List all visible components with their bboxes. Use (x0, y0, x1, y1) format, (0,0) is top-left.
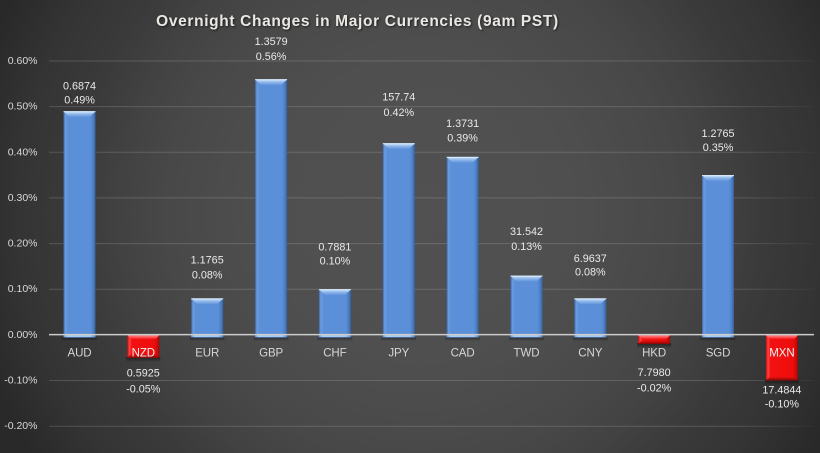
svg-text:EUR: EUR (195, 347, 219, 359)
svg-text:0.6874: 0.6874 (63, 81, 96, 93)
svg-text:0.42%: 0.42% (383, 107, 414, 119)
svg-text:0.00%: 0.00% (8, 329, 38, 341)
svg-text:0.13%: 0.13% (511, 241, 542, 253)
svg-text:157.74: 157.74 (382, 92, 415, 104)
svg-text:1.3731: 1.3731 (446, 118, 479, 130)
svg-text:6.9637: 6.9637 (574, 253, 607, 265)
svg-text:0.60%: 0.60% (8, 55, 38, 67)
svg-text:1.3579: 1.3579 (255, 36, 288, 48)
svg-text:Overnight Changes in Major Cur: Overnight Changes in Major Currencies (9… (156, 13, 559, 30)
svg-text:0.40%: 0.40% (8, 146, 38, 158)
svg-text:1.1765: 1.1765 (191, 255, 224, 267)
svg-text:AUD: AUD (68, 347, 92, 359)
svg-text:-0.20%: -0.20% (4, 420, 37, 432)
svg-text:17.4844: 17.4844 (762, 385, 801, 397)
svg-text:0.7881: 0.7881 (318, 242, 351, 254)
svg-text:0.10%: 0.10% (320, 255, 351, 267)
svg-text:CHF: CHF (323, 347, 346, 359)
svg-text:0.10%: 0.10% (8, 283, 38, 295)
svg-text:0.50%: 0.50% (8, 101, 38, 113)
svg-text:CAD: CAD (451, 347, 475, 359)
svg-text:JPY: JPY (388, 347, 409, 359)
svg-text:HKD: HKD (642, 347, 666, 359)
svg-text:31.542: 31.542 (510, 226, 543, 238)
svg-text:0.5925: 0.5925 (127, 368, 160, 380)
svg-text:0.08%: 0.08% (575, 266, 606, 278)
svg-text:0.30%: 0.30% (8, 192, 38, 204)
svg-text:SGD: SGD (706, 347, 731, 359)
svg-text:GBP: GBP (259, 347, 283, 359)
svg-text:0.49%: 0.49% (64, 95, 95, 107)
svg-text:MXN: MXN (769, 347, 794, 359)
svg-text:-0.05%: -0.05% (126, 383, 161, 395)
svg-text:7.7980: 7.7980 (638, 367, 671, 379)
svg-text:1.2765: 1.2765 (701, 128, 734, 140)
svg-text:TWD: TWD (514, 347, 540, 359)
svg-text:CNY: CNY (578, 347, 602, 359)
svg-text:0.20%: 0.20% (8, 238, 38, 250)
svg-text:-0.10%: -0.10% (765, 399, 800, 411)
svg-text:-0.10%: -0.10% (4, 375, 37, 387)
svg-text:0.08%: 0.08% (192, 270, 223, 282)
svg-text:0.56%: 0.56% (256, 51, 287, 63)
svg-text:NZD: NZD (132, 347, 155, 359)
svg-text:0.39%: 0.39% (447, 133, 478, 145)
svg-text:-0.02%: -0.02% (637, 383, 672, 395)
svg-text:0.35%: 0.35% (703, 142, 734, 154)
